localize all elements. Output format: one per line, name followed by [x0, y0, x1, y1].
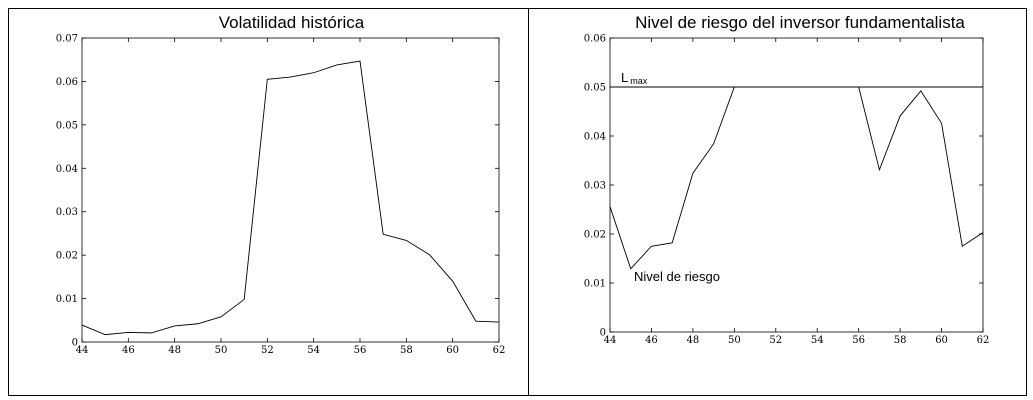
risk-plot-area	[609, 37, 984, 333]
volatility-y-tick-label: 0.07	[56, 34, 78, 45]
volatility-x-tick-label: 58	[400, 345, 413, 356]
volatility-x-tick-label: 60	[446, 345, 459, 356]
volatility-x-tick-label: 46	[122, 345, 135, 356]
lmax-annotation-main: L	[621, 70, 628, 85]
risk-y-tick-label: 0.01	[584, 279, 606, 290]
volatility-series-line	[81, 60, 500, 336]
risk-y-tick-label: 0.03	[584, 181, 606, 192]
lmax-annotation-subscript: max	[630, 76, 648, 86]
series-annotation: Nivel de riesgo	[634, 269, 720, 284]
risk-x-tick-label: 56	[852, 335, 865, 346]
risk-x-tick-label: 44	[604, 335, 617, 346]
volatility-x-tick-label: 62	[493, 345, 506, 356]
volatility-y-tick-label: 0	[72, 338, 78, 349]
risk-x-tick-label: 60	[935, 335, 948, 346]
volatility-plot-area	[81, 37, 500, 343]
volatility-y-tick-label: 0.06	[56, 77, 78, 88]
risk-series-line	[609, 86, 984, 270]
risk-y-tick-label: 0.02	[584, 230, 606, 241]
risk-x-tick-label: 58	[894, 335, 907, 346]
left-chart-title: Volatilidad histórica	[218, 13, 365, 32]
volatility-y-tick-label: 0.04	[56, 164, 78, 175]
figure-frame	[8, 8, 1027, 396]
risk-x-tick-label: 46	[645, 335, 658, 346]
volatility-y-tick-label: 0.02	[56, 251, 78, 262]
volatility-y-tick-label: 0.03	[56, 207, 78, 218]
risk-x-tick-label: 54	[811, 335, 824, 346]
volatility-x-tick-label: 48	[168, 345, 181, 356]
risk-x-tick-label: 50	[728, 335, 741, 346]
risk-x-tick-label: 52	[769, 335, 782, 346]
right-chart-title: Nivel de riesgo del inversor fundamental…	[635, 13, 965, 32]
volatility-x-tick-label: 44	[76, 345, 89, 356]
volatility-x-tick-label: 52	[261, 345, 274, 356]
risk-y-tick-label: 0	[600, 328, 606, 339]
volatility-x-tick-label: 56	[354, 345, 367, 356]
volatility-y-tick-label: 0.05	[56, 120, 78, 131]
panel-divider	[528, 8, 529, 396]
volatility-x-tick-label: 54	[307, 345, 320, 356]
volatility-y-tick-label: 0.01	[56, 294, 78, 305]
volatility-x-tick-label: 50	[215, 345, 228, 356]
risk-y-tick-label: 0.04	[584, 132, 606, 143]
risk-x-tick-label: 62	[977, 335, 990, 346]
risk-y-tick-label: 0.05	[584, 83, 606, 94]
risk-y-tick-label: 0.06	[584, 34, 606, 45]
risk-x-tick-label: 48	[687, 335, 700, 346]
